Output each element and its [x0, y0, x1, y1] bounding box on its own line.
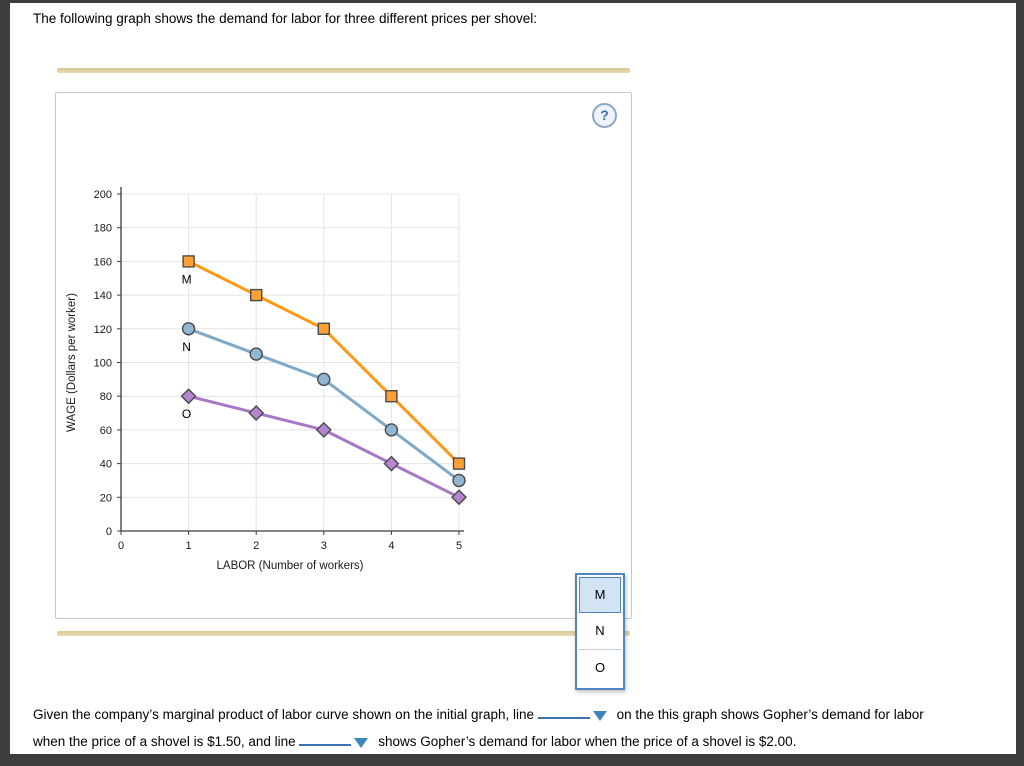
question-line1-post: on the this graph shows Gopher’s demand …	[616, 707, 924, 722]
svg-text:LABOR (Number of workers): LABOR (Number of workers)	[217, 560, 364, 572]
svg-text:20: 20	[100, 492, 112, 504]
series-N: N	[181, 322, 466, 488]
series-O: O	[180, 388, 467, 506]
chart-area: 0 20 40 60 80 100 120 140 160 180 200 0 1 2 3 4 5 LABOR (…	[61, 163, 541, 583]
answer-blank-1[interactable]	[537, 702, 590, 719]
content-page: The following graph shows the demand for…	[10, 3, 1016, 754]
svg-text:40: 40	[100, 459, 112, 471]
section-divider-top	[57, 68, 630, 73]
svg-text:60: 60	[100, 425, 112, 437]
svg-text:2: 2	[253, 540, 259, 552]
svg-text:180: 180	[94, 223, 112, 235]
svg-text:200: 200	[94, 189, 112, 201]
svg-text:120: 120	[94, 324, 112, 336]
question-text: Given the company’s marginal product of …	[33, 701, 998, 755]
svg-text:O: O	[182, 407, 191, 421]
svg-text:5: 5	[456, 540, 462, 552]
svg-text:0: 0	[118, 540, 124, 552]
dropdown-arrow-icon[interactable]	[354, 738, 369, 748]
svg-text:1: 1	[186, 540, 192, 552]
svg-text:160: 160	[94, 256, 112, 268]
question-line2-post: shows Gopher’s demand for labor when the…	[378, 734, 797, 749]
svg-text:4: 4	[388, 540, 394, 552]
svg-text:100: 100	[94, 358, 112, 370]
svg-text:80: 80	[100, 391, 112, 403]
dropdown-option-m[interactable]: M	[579, 577, 621, 613]
answer-blank-2[interactable]	[299, 729, 352, 746]
labor-demand-chart: 0 20 40 60 80 100 120 140 160 180 200 0 1 2 3 4 5 LABOR (…	[66, 187, 467, 572]
series-M: M	[182, 255, 466, 470]
dropdown-option-n[interactable]: N	[579, 613, 621, 650]
dropdown-option-o[interactable]: O	[594, 660, 606, 675]
help-icon[interactable]: ?	[592, 103, 617, 128]
dropdown-arrow-icon[interactable]	[592, 711, 607, 721]
svg-text:N: N	[182, 340, 191, 354]
question-line1-pre: Given the company’s marginal product of …	[33, 707, 535, 722]
question-line2-pre: when the price of a shovel is $1.50, and…	[33, 734, 296, 749]
svg-text:140: 140	[94, 290, 112, 302]
graph-panel: ? 0 20 40 60 80 100 120 140 160 180 200 0 1 2 3 4 5 LABOR…	[55, 92, 632, 619]
svg-text:WAGE (Dollars per worker): WAGE (Dollars per worker)	[66, 293, 78, 432]
svg-text:M: M	[182, 272, 192, 286]
svg-text:0: 0	[106, 526, 112, 538]
section-divider-bottom	[57, 631, 630, 636]
intro-text: The following graph shows the demand for…	[33, 11, 538, 26]
svg-text:3: 3	[321, 540, 327, 552]
answer-dropdown-list: M N O	[575, 573, 625, 690]
